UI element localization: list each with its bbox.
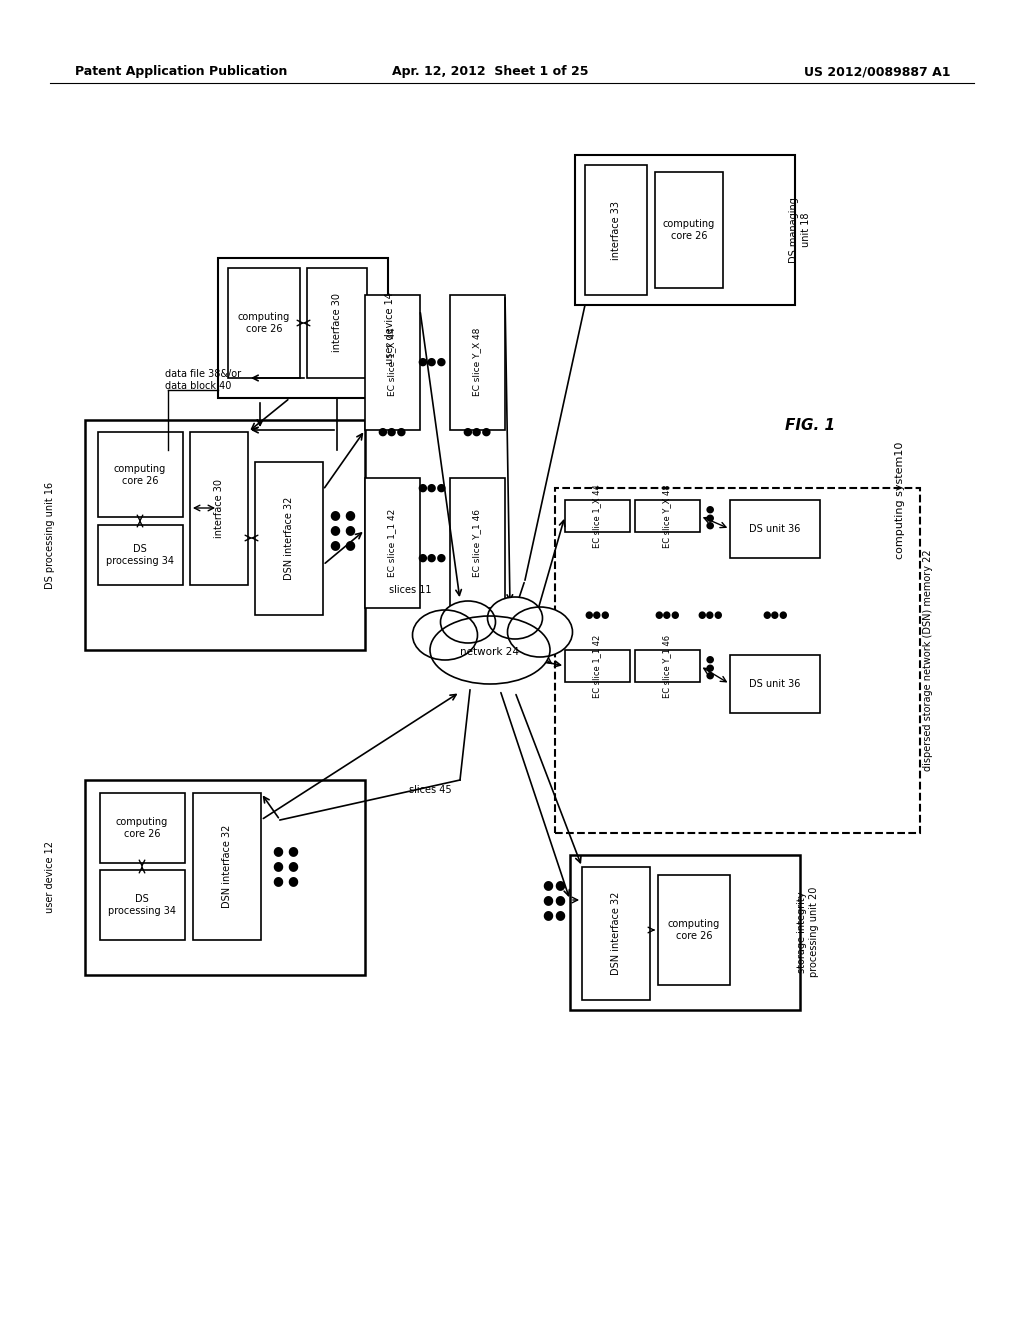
Text: slices 45: slices 45 (409, 785, 452, 795)
Text: ●●●: ●●● (705, 503, 715, 529)
Text: dispersed storage network (DSN) memory 22: dispersed storage network (DSN) memory 2… (923, 549, 933, 771)
Bar (635, 649, 700, 682)
Text: DS
processing 34: DS processing 34 (108, 894, 176, 916)
Text: DSN interface 32: DSN interface 32 (222, 824, 232, 908)
Text: EC slice Y_X 48: EC slice Y_X 48 (472, 327, 481, 396)
Bar (585, 165, 647, 294)
Text: slices 11: slices 11 (389, 585, 431, 595)
Text: ●
●
●: ● ● ● (272, 845, 284, 887)
Bar (635, 500, 700, 532)
Text: DS processing unit 16: DS processing unit 16 (45, 482, 55, 589)
Bar (565, 649, 630, 682)
Text: computing
core 26: computing core 26 (663, 219, 715, 240)
Bar (255, 462, 323, 615)
Text: computing
core 26: computing core 26 (114, 465, 166, 486)
Text: interface 33: interface 33 (611, 201, 621, 260)
Ellipse shape (487, 597, 543, 639)
Text: ●
●
●: ● ● ● (288, 845, 298, 887)
Text: storage integrity
processing unit 20: storage integrity processing unit 20 (798, 887, 819, 977)
Text: EC slice 1_1 42: EC slice 1_1 42 (593, 635, 601, 698)
Text: interface 30: interface 30 (214, 479, 224, 537)
Bar (307, 268, 367, 378)
Text: ●
●
●: ● ● ● (555, 879, 565, 921)
Text: ●
●
●: ● ● ● (330, 508, 340, 552)
Text: EC slice Y_1 46: EC slice Y_1 46 (472, 510, 481, 577)
Text: network 24: network 24 (461, 647, 519, 657)
Text: US 2012/0089887 A1: US 2012/0089887 A1 (804, 66, 950, 78)
Ellipse shape (430, 616, 550, 684)
Bar (98, 525, 183, 585)
Bar (365, 294, 420, 430)
Bar (565, 500, 630, 532)
Bar (658, 875, 730, 985)
Text: ●●●: ●●● (585, 610, 609, 620)
Bar (190, 432, 248, 585)
Text: data file 38&/or
data block 40: data file 38&/or data block 40 (165, 370, 241, 391)
Bar (575, 154, 795, 305)
Bar (218, 257, 388, 399)
Text: ●
●
●: ● ● ● (543, 879, 553, 921)
Text: ●●●: ●●● (654, 610, 680, 620)
Text: EC slice 1_X 44: EC slice 1_X 44 (593, 484, 601, 548)
Bar (450, 478, 505, 609)
Text: Patent Application Publication: Patent Application Publication (75, 66, 288, 78)
Bar (85, 780, 365, 975)
Text: computing
core 26: computing core 26 (668, 919, 720, 941)
Bar (193, 793, 261, 940)
Bar (655, 172, 723, 288)
Ellipse shape (508, 607, 572, 657)
Text: EC slice Y_1 46: EC slice Y_1 46 (663, 635, 672, 697)
Text: computing
core 26: computing core 26 (238, 313, 290, 334)
Ellipse shape (440, 601, 496, 643)
Bar (730, 655, 820, 713)
Bar (85, 420, 365, 649)
Bar (570, 855, 800, 1010)
Text: DS
processing 34: DS processing 34 (106, 544, 174, 566)
Text: EC slice 1_1 42: EC slice 1_1 42 (387, 510, 396, 577)
Text: DS unit 36: DS unit 36 (750, 678, 801, 689)
Text: DSN interface 32: DSN interface 32 (284, 496, 294, 579)
Text: computing system10: computing system10 (895, 441, 905, 558)
Text: DSN interface 32: DSN interface 32 (611, 891, 621, 974)
Bar (450, 294, 505, 430)
Text: ●●●: ●●● (378, 426, 407, 437)
Text: ●●●: ●●● (705, 653, 715, 678)
Text: FIG. 1: FIG. 1 (785, 417, 835, 433)
Ellipse shape (413, 610, 477, 660)
Bar (98, 432, 183, 517)
Text: EC slice Y_X 48: EC slice Y_X 48 (663, 484, 672, 548)
Bar (228, 268, 300, 378)
Text: ●●●: ●●● (418, 483, 446, 492)
Text: EC slice 1_X 44: EC slice 1_X 44 (387, 327, 396, 396)
Bar (555, 488, 920, 833)
Bar (100, 793, 185, 863)
Text: DS managing
unit 18: DS managing unit 18 (790, 197, 811, 263)
Text: interface 30: interface 30 (332, 293, 342, 352)
Text: computing
core 26: computing core 26 (116, 817, 168, 838)
Text: ●●●: ●●● (697, 610, 723, 620)
Bar (365, 478, 420, 609)
Bar (100, 870, 185, 940)
Bar (730, 500, 820, 558)
Text: DS unit 36: DS unit 36 (750, 524, 801, 535)
Text: ●●●: ●●● (418, 553, 446, 564)
Text: ●
●
●: ● ● ● (344, 508, 355, 552)
Text: Apr. 12, 2012  Sheet 1 of 25: Apr. 12, 2012 Sheet 1 of 25 (392, 66, 588, 78)
Bar (582, 867, 650, 1001)
Text: ●●●: ●●● (463, 426, 492, 437)
Text: ●●●: ●●● (762, 610, 787, 620)
Text: user device 12: user device 12 (45, 841, 55, 913)
Text: user device 14: user device 14 (385, 292, 395, 364)
Text: ●●●: ●●● (418, 356, 446, 367)
